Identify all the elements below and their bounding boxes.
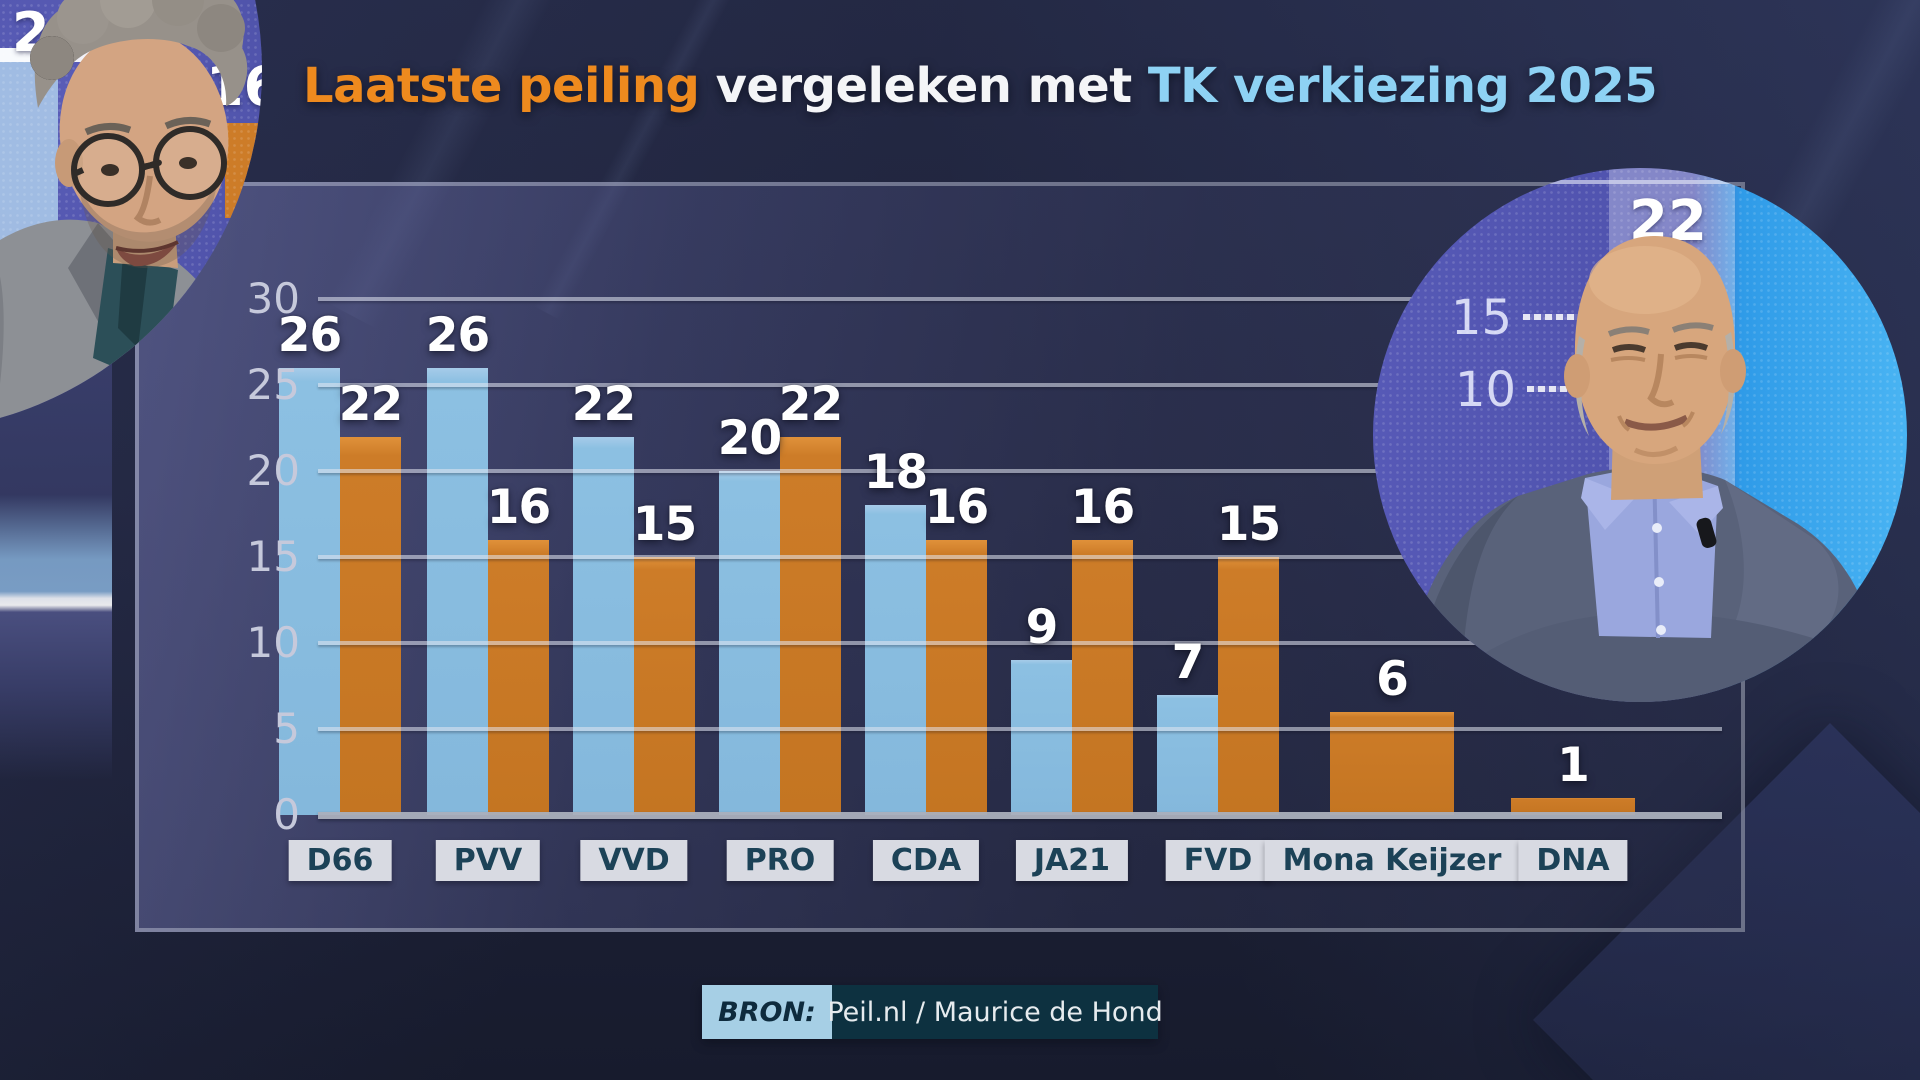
bar-value-election-PRO: 20 [717, 411, 782, 466]
bar-value-poll-PRO: 22 [778, 376, 843, 432]
videowall-tick-10: 10 [1455, 366, 1516, 414]
bar-value-election-CDA: 18 [863, 445, 928, 501]
bar-value-election-VVD: 22 [571, 376, 636, 432]
bar-election-D66 [279, 367, 340, 815]
bar-poll-D66 [340, 436, 401, 815]
bar-value-election-PVV: 26 [425, 307, 490, 363]
axis-zero-line [318, 812, 1722, 819]
bar-election-PVV [427, 367, 488, 815]
bar-value-poll-PVV: 16 [486, 479, 551, 535]
guest-inset-circle: 22 15 10 [1373, 168, 1907, 702]
gridline-15 [318, 555, 1722, 559]
bar-poll-FVD [1218, 557, 1279, 815]
source-label: BRON: [702, 985, 832, 1039]
y-tick-10: 10 [246, 618, 300, 667]
guest-portrait [1403, 236, 1885, 702]
bar-value-election-JA21: 9 [1025, 600, 1059, 656]
bar-election-JA21 [1011, 660, 1072, 815]
y-tick-0: 0 [273, 790, 300, 839]
bar-value-poll-D66: 22 [338, 376, 403, 432]
category-label-D66: D66 [288, 840, 392, 881]
bar-poll-CDA [926, 539, 987, 815]
source-badge: BRON: Peil.nl / Maurice de Hond [702, 985, 1163, 1039]
bar-election-FVD [1157, 694, 1218, 815]
category-label-VVD: VVD [580, 840, 688, 881]
category-label-PRO: PRO [726, 840, 834, 881]
category-label-DNA: DNA [1518, 840, 1628, 881]
bar-value-election-D66: 26 [277, 307, 342, 363]
y-tick-5: 5 [273, 704, 300, 753]
title-middle-part: vergeleken met [699, 58, 1148, 114]
bar-poll-DNA [1511, 797, 1635, 815]
presenter-inset-circle: 2 16 [0, 0, 262, 432]
category-label-FVD: FVD [1165, 840, 1271, 881]
gridline-10 [318, 641, 1722, 645]
bar-value-poll-FVD: 15 [1216, 497, 1281, 552]
bar-election-CDA [865, 505, 926, 815]
bar-value-poll-DNA: 1 [1557, 737, 1590, 793]
gridline-30 [318, 297, 1722, 301]
y-tick-30: 30 [246, 274, 300, 323]
title-election-part: TK verkiezing 2025 [1147, 58, 1658, 114]
bar-value-poll-VVD: 15 [632, 497, 697, 552]
category-label-CDA: CDA [872, 840, 980, 881]
bar-election-VVD [573, 436, 634, 815]
videowall-gridline [1373, 180, 1793, 184]
y-tick-25: 25 [246, 360, 300, 409]
bar-poll-VVD [634, 557, 695, 815]
videowall-tick-15: 15 [1451, 294, 1512, 342]
bar-value-poll-JA21: 16 [1070, 479, 1135, 535]
bar-value-poll-CDA: 16 [924, 479, 989, 535]
gridline-25 [318, 383, 1722, 387]
videowall-tick-dash [1523, 314, 1609, 320]
gridline-5 [318, 727, 1722, 731]
category-label-JA21: JA21 [1015, 840, 1129, 881]
bar-value-election-FVD: 7 [1171, 634, 1205, 690]
bar-value-poll-Mona Keijzer: 6 [1312, 654, 1472, 706]
source-text: Peil.nl / Maurice de Hond [827, 985, 1163, 1039]
title-poll-part: Laatste peiling [303, 58, 700, 114]
bar-poll-PVV [488, 539, 549, 815]
page-title: Laatste peiling vergeleken met TK verkie… [303, 58, 1658, 114]
bar-poll-JA21 [1072, 539, 1133, 815]
videowall-orange-bar [225, 123, 262, 218]
category-label-Mona Keijzer: Mona Keijzer [1264, 840, 1520, 881]
y-tick-20: 20 [246, 446, 300, 495]
bar-poll-PRO [780, 436, 841, 815]
gridline-20 [318, 469, 1722, 473]
presenter-portrait [0, 0, 258, 432]
category-label-PVV: PVV [435, 840, 541, 881]
y-tick-15: 15 [246, 532, 300, 581]
